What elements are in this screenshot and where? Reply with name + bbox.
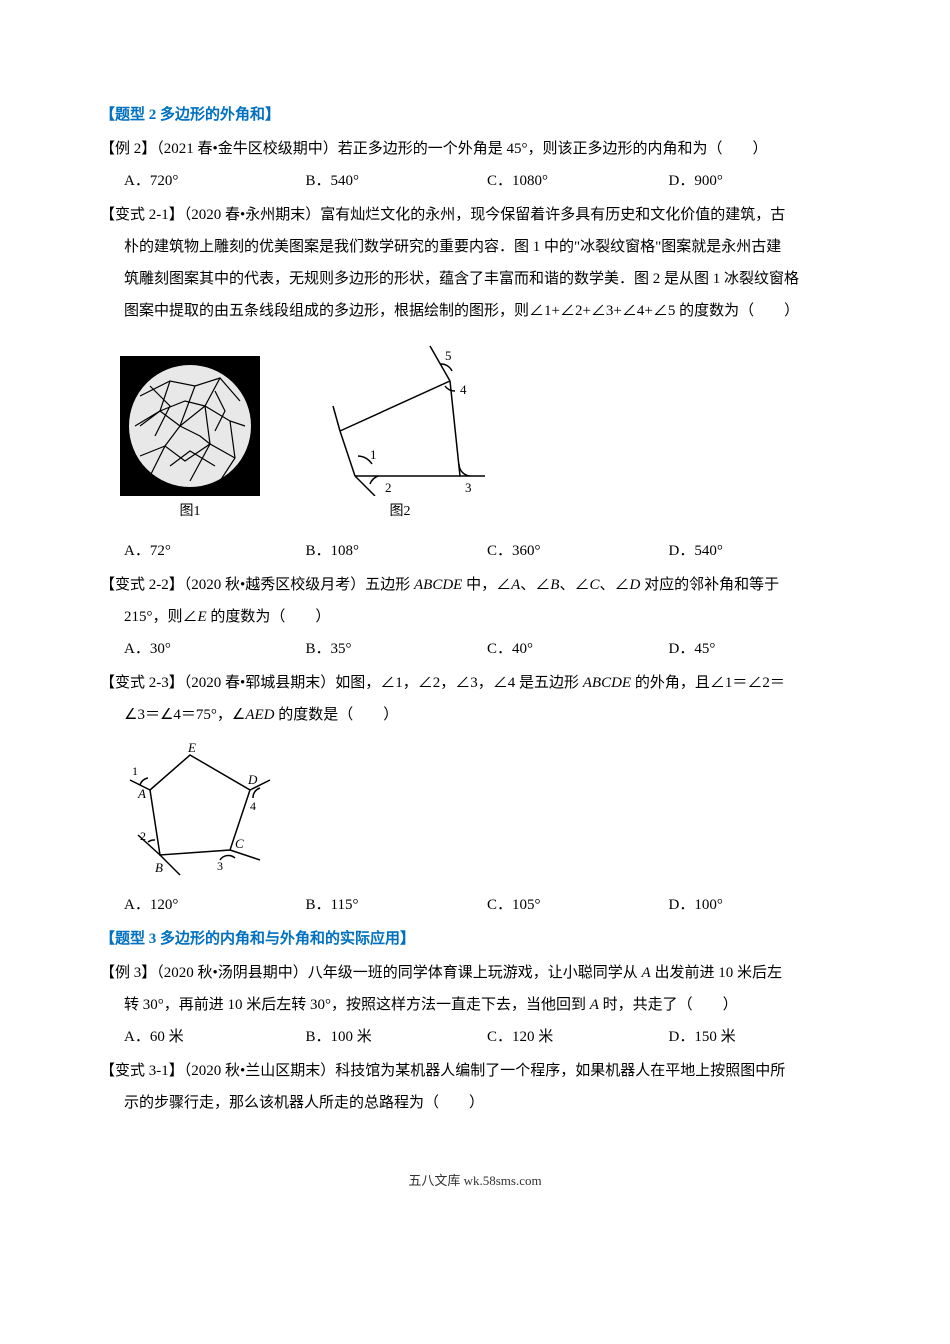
section-2-header: 【题型 2 多边形的外角和】 [100,100,850,130]
ex3-options: A．60 米 B．100 米 C．120 米 D．150 米 [100,1022,850,1052]
option-b: B．108° [306,536,488,566]
option-d: D．150 米 [669,1022,851,1052]
v23-l1b: ABCDE [583,675,631,691]
v23-image: A B C D E 1 2 3 4 [100,740,850,880]
v21-options: A．72° B．108° C．360° D．540° [100,536,850,566]
figure-3-svg: A B C D E 1 2 3 4 [120,740,290,880]
fig3-E: E [187,740,196,755]
option-a: A．72° [124,536,306,566]
fig2-label-5: 5 [445,348,452,363]
v22-line1: 【变式 2-2】（2020 秋•越秀区校级月考）五边形 ABCDE 中，∠A、∠… [100,570,850,600]
v23-l2c: 的度数是（ ） [275,707,399,723]
option-b: B．540° [306,166,488,196]
v22-l1a: 【变式 2-2】（2020 秋•越秀区校级月考）五边形 [100,577,414,593]
v23-line2: ∠3＝∠4＝75°，∠AED 的度数是（ ） [100,700,850,730]
v21-line1: 【变式 2-1】（2020 春•永州期末）富有灿烂文化的永州，现今保留着许多具有… [100,200,850,230]
ex3-l1c: 出发前进 10 米后左 [651,965,782,981]
v22-l1c: 中，∠ [462,577,511,593]
example-2-text: 【例 2】（2021 春•金牛区校级期中）若正多边形的一个外角是 45°，则该正… [100,134,850,164]
fig2-label-1: 1 [370,447,377,462]
variant-2-2: 【变式 2-2】（2020 秋•越秀区校级月考）五边形 ABCDE 中，∠A、∠… [100,570,850,664]
fig3-2: 2 [140,829,146,843]
ex3-l1b: A [642,965,651,981]
v22-l2a: 215°，则∠ [124,609,198,625]
fig3-4: 4 [250,799,256,813]
figure-1-svg [120,356,260,496]
ex3-line1: 【例 3】（2020 秋•汤阴县期中）八年级一班的同学体育课上玩游戏，让小聪同学… [100,958,850,988]
v23-line1: 【变式 2-3】（2020 春•郓城县期末）如图，∠1，∠2，∠3，∠4 是五边… [100,668,850,698]
option-a: A．120° [124,890,306,920]
v22-l1h: C [589,577,599,593]
example-3: 【例 3】（2020 秋•汤阴县期中）八年级一班的同学体育课上玩游戏，让小聪同学… [100,958,850,1052]
example-2-options: A．720° B．540° C．1080° D．900° [100,166,850,196]
figure-2-caption: 图2 [300,498,500,526]
option-c: C．360° [487,536,669,566]
fig2-label-4: 4 [460,382,467,397]
fig2-label-2: 2 [385,480,392,495]
v22-l1k: 对应的邻补角和等于 [640,577,779,593]
fig3-1: 1 [132,764,138,778]
ex3-l2c: 时，共走了（ ） [599,997,738,1013]
option-d: D．900° [669,166,851,196]
fig3-A: A [137,786,146,801]
v21-line3: 筑雕刻图案其中的代表，无规则多边形的形状，蕴含了丰富而和谐的数学美．图 2 是从… [100,264,850,294]
v22-l2b: E [198,609,207,625]
v23-l1a: 【变式 2-3】（2020 春•郓城县期末）如图，∠1，∠2，∠3，∠4 是五边… [100,675,583,691]
option-c: C．1080° [487,166,669,196]
variant-3-1: 【变式 3-1】（2020 秋•兰山区期末）科技馆为某机器人编制了一个程序，如果… [100,1056,850,1118]
v22-l2c: 的度数为（ ） [207,609,331,625]
option-a: A．60 米 [124,1022,306,1052]
v22-l1j: D [630,577,641,593]
example-2: 【例 2】（2021 春•金牛区校级期中）若正多边形的一个外角是 45°，则该正… [100,134,850,196]
v31-line1: 【变式 3-1】（2020 秋•兰山区期末）科技馆为某机器人编制了一个程序，如果… [100,1056,850,1086]
ex3-l2b: A [590,997,599,1013]
figure-2-svg: 1 2 3 4 5 [300,336,500,496]
option-c: C．40° [487,634,669,664]
v22-line2: 215°，则∠E 的度数为（ ） [100,602,850,632]
ex3-l2a: 转 30°，再前进 10 米后左转 30°，按照这样方法一直走下去，当他回到 [124,997,590,1013]
option-d: D．45° [669,634,851,664]
page-footer: 五八文库 wk.58sms.com [100,1168,850,1194]
option-c: C．120 米 [487,1022,669,1052]
option-c: C．105° [487,890,669,920]
fig3-C: C [235,836,244,851]
section-3-header: 【题型 3 多边形的内角和与外角和的实际应用】 [100,924,850,954]
v21-line2: 朴的建筑物上雕刻的优美图案是我们数学研究的重要内容．图 1 中的"冰裂纹窗格"图… [100,232,850,262]
option-b: B．115° [306,890,488,920]
v23-l1c: 的外角，且∠1＝∠2＝ [631,675,785,691]
option-d: D．540° [669,536,851,566]
fig3-3: 3 [217,859,223,873]
fig2-label-3: 3 [465,480,472,495]
v23-l2a: ∠3＝∠4＝75°，∠ [124,707,245,723]
option-d: D．100° [669,890,851,920]
figure-1-caption: 图1 [120,498,260,526]
figure-2-box: 1 2 3 4 5 图2 [300,336,500,526]
option-b: B．35° [306,634,488,664]
fig3-D: D [247,772,258,787]
v23-l2b: AED [245,707,274,723]
v21-images: 图1 1 2 3 [100,336,850,526]
v22-l1d: A [511,577,520,593]
ex3-line2: 转 30°，再前进 10 米后左转 30°，按照这样方法一直走下去，当他回到 A… [100,990,850,1020]
v31-line2: 示的步骤行走，那么该机器人所走的总路程为（ ） [100,1088,850,1118]
v22-l1g: 、∠ [559,577,589,593]
fig3-B: B [155,860,163,875]
figure-1-box: 图1 [120,356,260,526]
ex3-l1a: 【例 3】（2020 秋•汤阴县期中）八年级一班的同学体育课上玩游戏，让小聪同学… [100,965,642,981]
v23-options: A．120° B．115° C．105° D．100° [100,890,850,920]
option-a: A．30° [124,634,306,664]
variant-2-1: 【变式 2-1】（2020 春•永州期末）富有灿烂文化的永州，现今保留着许多具有… [100,200,850,566]
v22-l1i: 、∠ [599,577,629,593]
variant-2-3: 【变式 2-3】（2020 春•郓城县期末）如图，∠1，∠2，∠3，∠4 是五边… [100,668,850,920]
v22-options: A．30° B．35° C．40° D．45° [100,634,850,664]
v22-l1e: 、∠ [520,577,550,593]
v21-line4: 图案中提取的由五条线段组成的多边形，根据绘制的图形，则∠1+∠2+∠3+∠4+∠… [100,296,850,326]
v22-l1b: ABCDE [414,577,462,593]
option-b: B．100 米 [306,1022,488,1052]
option-a: A．720° [124,166,306,196]
